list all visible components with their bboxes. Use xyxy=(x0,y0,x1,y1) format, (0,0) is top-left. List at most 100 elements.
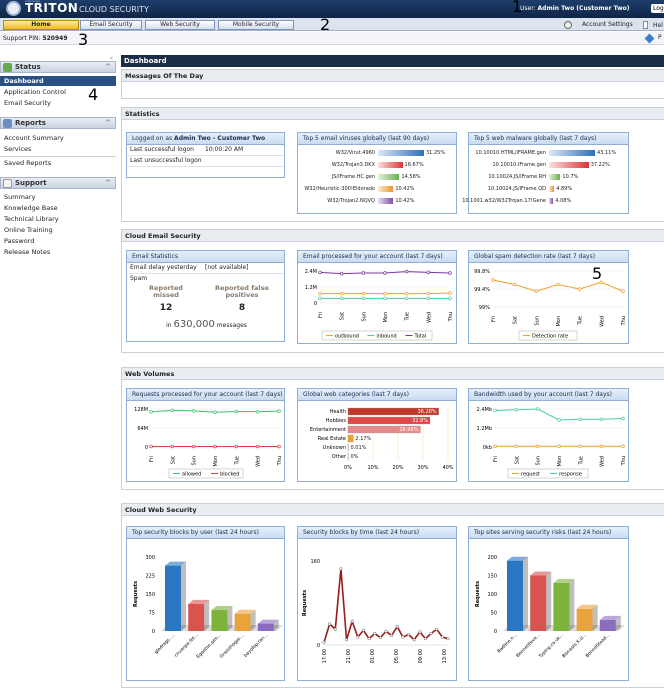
x-tick-label: 30% xyxy=(417,465,428,471)
sidebar-item-services[interactable]: Services xyxy=(4,145,32,153)
x-tick-label: 20% xyxy=(392,465,403,471)
delay-value: [not available] xyxy=(205,264,249,271)
bar xyxy=(507,560,523,631)
sidebar-item-account-summary[interactable]: Account Summary xyxy=(4,134,64,142)
sidebar-item-knowledge-base[interactable]: Knowledge Base xyxy=(4,204,58,212)
data-point xyxy=(514,407,519,412)
cloudweb-panel: Cloud Web Security Top security blocks b… xyxy=(121,503,664,688)
sidebar-item-password[interactable]: Password xyxy=(4,237,35,245)
account-settings-link[interactable]: Account Settings xyxy=(582,21,633,28)
stat-label: W32/Heuristic-300!Eldorado xyxy=(304,186,375,192)
collapse-icon[interactable]: « xyxy=(109,55,113,62)
data-point xyxy=(406,632,411,637)
data-point xyxy=(213,410,217,415)
data-point xyxy=(255,409,260,414)
data-point xyxy=(621,444,625,449)
web-panel: Web Volumes Requests processed for your … xyxy=(121,367,664,490)
users-title: Top security blocks by user (last 24 hou… xyxy=(127,527,284,539)
email-title: Cloud Email Security xyxy=(122,230,664,242)
y-tick-label: 99.4% xyxy=(474,287,490,293)
stat-bar xyxy=(549,198,554,204)
stat-label: 10.1001.w32/W32Trojan.17!Gene xyxy=(462,198,546,204)
bar xyxy=(211,610,228,631)
in-label: in xyxy=(166,322,172,329)
sidebar-item-dashboard[interactable]: Dashboard xyxy=(0,76,116,86)
x-tick-label: Wed xyxy=(426,312,432,323)
data-point xyxy=(277,409,281,413)
sidebar-section-status[interactable]: Status ^ xyxy=(0,61,116,73)
spam-rate-title: Global spam detection rate (last 7 days) xyxy=(469,251,628,263)
x-tick-label: Bonnetiteve... xyxy=(515,632,542,659)
bar xyxy=(530,575,547,631)
stat-pct: 43.11% xyxy=(597,150,617,156)
tab-email-security[interactable]: Email Security xyxy=(80,20,142,30)
total-messages: in 630,000 messages xyxy=(127,319,286,330)
y-tick-label: 150 xyxy=(487,574,497,580)
data-point xyxy=(599,444,604,449)
logout-button[interactable]: Log xyxy=(651,4,664,13)
bar-side xyxy=(615,615,621,631)
stat-label: 10.10010.IFrame.gen xyxy=(492,162,546,168)
brand-suffix: CLOUD SECURITY xyxy=(79,5,149,14)
brand-tag: websense xyxy=(25,0,40,3)
statistics-panel: Statistics Logged on as Admin Two - Cust… xyxy=(121,107,664,222)
bar-side xyxy=(204,599,210,631)
email-processed-chart: 0 1.2M 2.4M Fri Sat Sun Mon Tue Wed Thu outbound in… xyxy=(305,269,454,341)
sidebar-item-summary[interactable]: Summary xyxy=(4,193,36,201)
data-point xyxy=(578,444,583,449)
sidebar-item-email-security[interactable]: Email Security xyxy=(4,99,51,107)
bar-side xyxy=(250,609,256,631)
sidebar-section-support[interactable]: Support ^ xyxy=(0,177,116,189)
marker-3: 3 xyxy=(78,30,89,49)
caret-up-icon[interactable]: ^ xyxy=(105,63,111,71)
bar xyxy=(234,613,251,631)
data-point xyxy=(491,278,495,282)
category-value: 0.01% xyxy=(351,445,367,451)
y-tick-label: 1.2M xyxy=(305,285,317,291)
sidebar-item-technical-library[interactable]: Technical Library xyxy=(4,215,59,223)
data-point xyxy=(423,637,428,641)
data-point xyxy=(255,444,260,449)
requests-chart: 0 64M 128M Fri Sat Sun Mon Tue Wed Thu allowed bloc… xyxy=(134,407,283,479)
sidebar-item-application-control[interactable]: Application Control xyxy=(4,88,66,96)
data-point xyxy=(578,417,583,421)
data-point xyxy=(350,619,354,623)
y-tick-label: 225 xyxy=(145,574,155,580)
data-point xyxy=(149,444,153,449)
cloudweb-title: Cloud Web Security xyxy=(122,504,664,516)
tab-mobile-security[interactable]: Mobile Security xyxy=(218,20,294,30)
reports-title: Reports xyxy=(15,119,46,127)
malware-card: Top 5 web malware globally (last 7 days)… xyxy=(462,132,629,214)
data-point xyxy=(418,630,422,634)
y-axis-label: Requests xyxy=(475,581,481,607)
sites-card: Top sites serving security risks (last 2… xyxy=(468,526,629,681)
sidebar-item-online-training[interactable]: Online Training xyxy=(4,226,53,234)
sidebar-section-reports[interactable]: Reports ^ xyxy=(0,117,116,129)
data-point xyxy=(556,282,560,287)
delay-label: Email delay yesterday xyxy=(130,264,197,271)
sidebar-item-saved-reports[interactable]: Saved Reports xyxy=(4,159,52,167)
data-point xyxy=(383,291,387,296)
user-label: User: Admin Two (Customer Two) xyxy=(520,5,630,12)
data-point xyxy=(435,627,439,631)
y-axis-label: Requests xyxy=(133,581,139,607)
top-bar xyxy=(0,0,664,18)
help-link[interactable]: Hel xyxy=(653,22,663,29)
x-tick-label: Badline.n... xyxy=(496,632,518,654)
stat-pct: 16.67% xyxy=(404,162,424,168)
x-tick-label: gladrags..... xyxy=(153,632,176,655)
caret-up-icon[interactable]: ^ xyxy=(105,119,111,127)
data-point xyxy=(361,296,366,301)
stat-label: JS/IFrame.HC.gen xyxy=(331,174,375,180)
tab-web-security[interactable]: Web Security xyxy=(145,20,215,30)
gear-icon[interactable] xyxy=(564,21,572,29)
legend-label: Detection rate xyxy=(532,334,568,340)
tab-home[interactable]: Home xyxy=(3,20,79,30)
y-tick-label: 64M xyxy=(137,426,148,432)
help-icon[interactable] xyxy=(643,21,648,29)
caret-up-icon[interactable]: ^ xyxy=(105,179,111,187)
x-tick-label: Fri xyxy=(318,312,324,318)
bar xyxy=(599,619,616,631)
data-point xyxy=(361,291,366,296)
sidebar-item-release-notes[interactable]: Release Notes xyxy=(4,248,51,256)
